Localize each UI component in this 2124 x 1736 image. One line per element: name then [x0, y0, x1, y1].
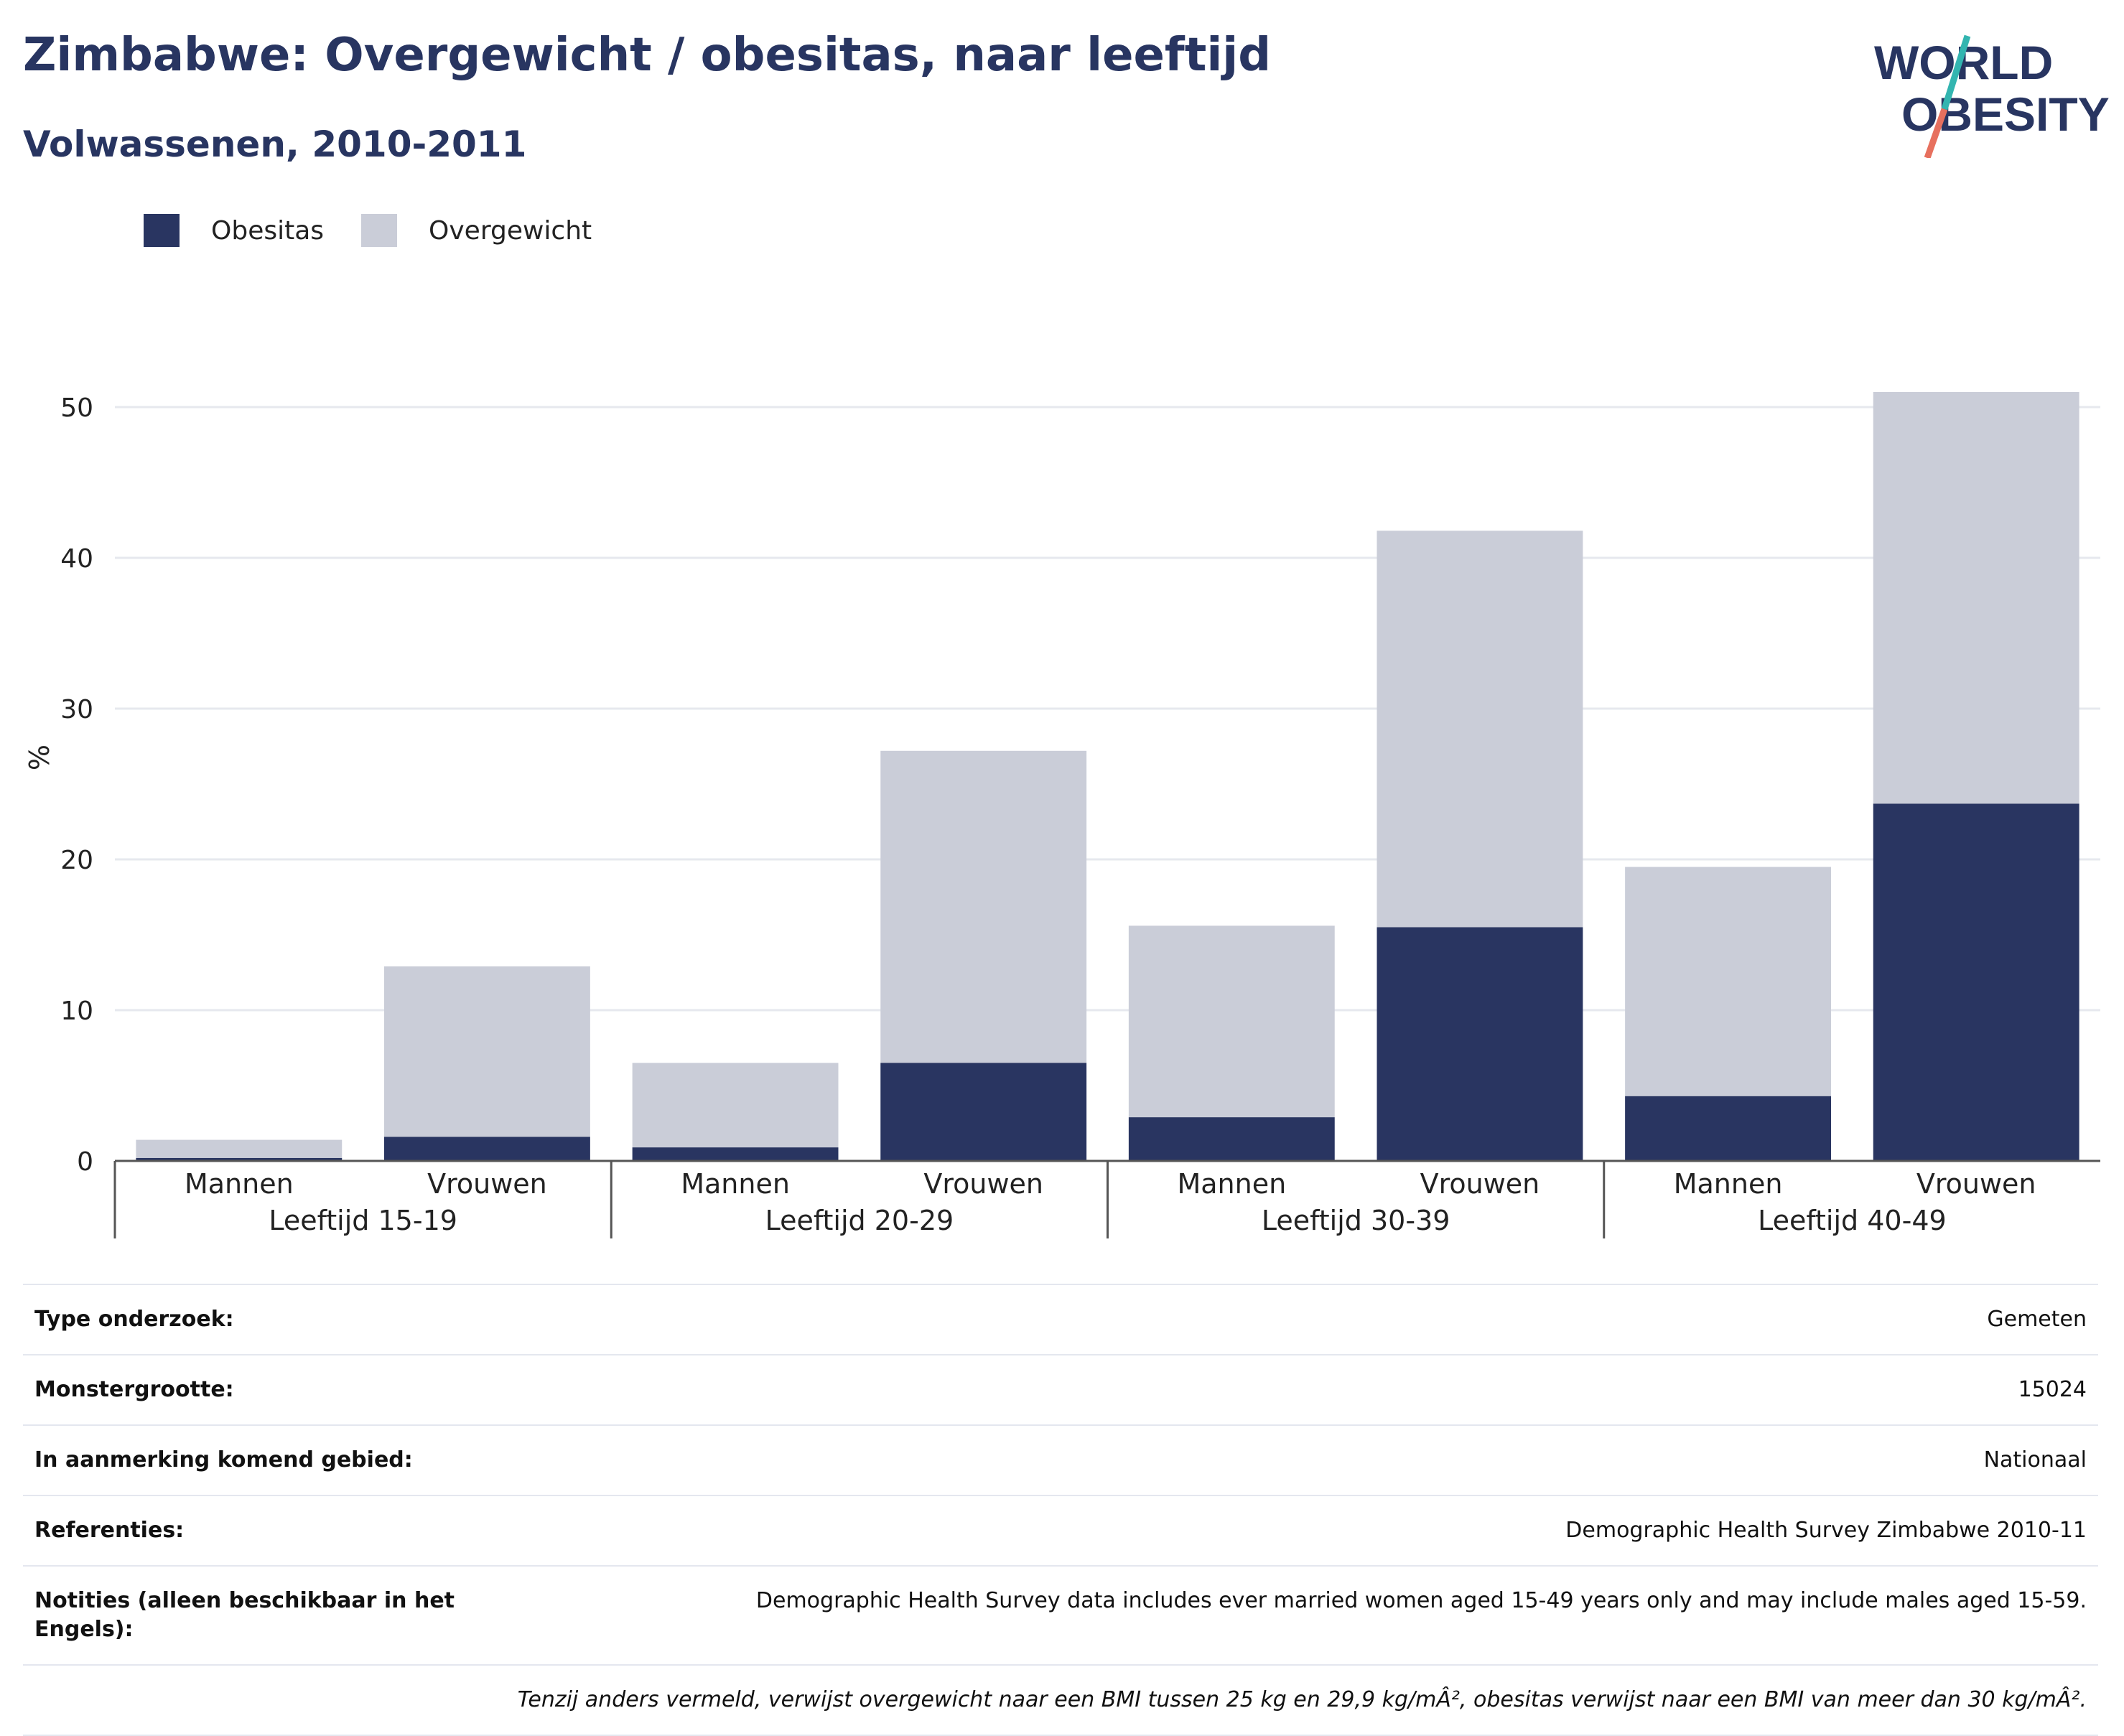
info-row-references: Referenties: Demographic Health Survey Z…: [23, 1495, 2098, 1565]
chart-title: Zimbabwe: Overgewicht / obesitas, naar l…: [23, 29, 1271, 82]
y-tick-label: 40: [60, 544, 93, 574]
bar-obesity: [136, 1157, 343, 1161]
legend-swatch-overweight: [361, 214, 398, 247]
info-label: In aanmerking komend gebied:: [34, 1447, 413, 1473]
info-value: Demographic Health Survey data includes …: [755, 1588, 2087, 1613]
bar-obesity: [632, 1147, 839, 1161]
bmi-footnote: Tenzij anders vermeld, verwijst overgewi…: [23, 1664, 2098, 1736]
bar-obesity: [1128, 1117, 1335, 1161]
info-row-area: In aanmerking komend gebied: Nationaal: [23, 1424, 2098, 1495]
info-value: Gemeten: [1987, 1307, 2087, 1332]
chart-subtitle: Volwassenen, 2010-2011: [23, 123, 527, 165]
x-category-label: Mannen: [1177, 1168, 1286, 1200]
info-row-survey-type: Type onderzoek: Gemeten: [23, 1284, 2098, 1354]
info-value: Demographic Health Survey Zimbabwe 2010-…: [1565, 1518, 2087, 1543]
x-category-label: Mannen: [681, 1168, 790, 1200]
y-tick-label: 30: [60, 695, 93, 724]
bar-overweight: [1873, 392, 2079, 804]
world-obesity-logo: WORLD OBESITY: [1874, 34, 2110, 158]
x-group-label: Leeftijd 30-39: [1262, 1205, 1450, 1236]
info-label: Type onderzoek:: [34, 1307, 234, 1332]
x-category-label: Vrouwen: [1420, 1168, 1540, 1200]
bar-obesity: [1377, 927, 1583, 1161]
legend-label-obesity: Obesitas: [211, 215, 325, 246]
info-value: 15024: [2018, 1377, 2087, 1402]
bar-obesity: [1625, 1096, 1831, 1161]
legend-item-overweight[interactable]: Overgewicht: [361, 214, 592, 247]
y-tick-label: 20: [60, 846, 93, 875]
info-table: Type onderzoek: Gemeten Monstergrootte: …: [23, 1284, 2098, 1736]
bar-obesity: [880, 1063, 1087, 1161]
bar-overweight: [632, 1063, 839, 1148]
info-value: Nationaal: [1983, 1447, 2087, 1473]
bar-obesity: [1873, 803, 2079, 1161]
y-tick-label: 50: [60, 393, 93, 423]
bar-chart: 0 10 20 30 40 50% Mannen Vrouwen Mannen Vrouwen Ma…: [24, 392, 2100, 1238]
info-label: Notities (alleen beschikbaar in het Enge…: [34, 1588, 455, 1642]
x-group-label: Leeftijd 15-19: [269, 1205, 457, 1236]
y-tick-label: 10: [60, 997, 93, 1026]
x-group-label: Leeftijd 40-49: [1758, 1205, 1947, 1236]
info-row-sample-size: Monstergrootte: 15024: [23, 1354, 2098, 1424]
bar-overweight: [1128, 925, 1335, 1118]
x-category-label: Mannen: [1674, 1168, 1783, 1200]
x-category-label: Vrouwen: [923, 1168, 1043, 1200]
x-group-label: Leeftijd 20-29: [765, 1205, 954, 1236]
bar-obesity: [384, 1137, 590, 1161]
legend-item-obesity[interactable]: Obesitas: [144, 214, 324, 247]
bar-overweight: [384, 966, 590, 1137]
bar-overweight: [880, 750, 1087, 1063]
legend-swatch-obesity: [144, 214, 180, 247]
y-tick-label: 0: [77, 1147, 93, 1177]
info-label: Monstergrootte:: [34, 1377, 234, 1402]
x-category-label: Vrouwen: [1916, 1168, 2036, 1200]
bar-overweight: [1377, 531, 1583, 928]
x-category-label: Vrouwen: [427, 1168, 547, 1200]
info-row-notes: Notities (alleen beschikbaar in het Enge…: [23, 1565, 2098, 1664]
bar-overweight: [1625, 867, 1831, 1096]
chart-legend: Obesitas Overgewicht: [144, 214, 629, 247]
bar-overweight: [136, 1139, 343, 1158]
info-label: Referenties:: [34, 1518, 185, 1543]
legend-label-overweight: Overgewicht: [429, 215, 592, 246]
y-axis-label: %: [24, 745, 55, 770]
x-category-label: Mannen: [185, 1168, 294, 1200]
